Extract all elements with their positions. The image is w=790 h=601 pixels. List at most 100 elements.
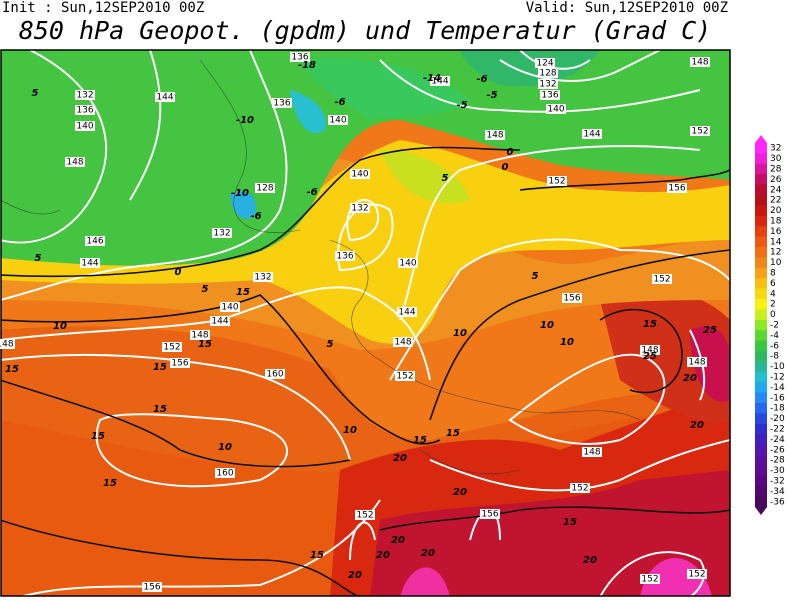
- colorbar-label: 2: [770, 300, 776, 310]
- temperature-label: 10: [560, 337, 574, 348]
- temperature-label: 20: [391, 535, 405, 546]
- geopotential-label: 136: [76, 106, 93, 116]
- temperature-label: 15: [5, 364, 19, 375]
- colorbar-label: -28: [770, 456, 785, 466]
- temperature-label: 25: [643, 351, 657, 362]
- label-box: [538, 68, 558, 78]
- colorbar-swatch: [755, 278, 767, 289]
- geopotential-label: 132: [76, 91, 93, 101]
- label-box: [687, 569, 707, 579]
- geopotential-label: 152: [688, 570, 705, 580]
- temperature-label: 20: [393, 453, 407, 464]
- colorbar-swatch: [755, 299, 767, 310]
- colorbar-label: -30: [770, 466, 785, 476]
- temperature-label: -5: [456, 100, 467, 111]
- temperature-label: 15: [413, 435, 427, 446]
- label-box: [535, 58, 555, 68]
- label-box: [430, 76, 450, 86]
- colorbar-label: -34: [770, 487, 785, 497]
- colorbar-swatch: [755, 371, 767, 383]
- label-box: [640, 345, 660, 355]
- label-box: [690, 126, 710, 136]
- geopotential-label: 148: [66, 158, 83, 168]
- colorbar-bottom: [755, 507, 767, 515]
- colorbar-swatch: [755, 496, 767, 508]
- colorbar-label: -14: [770, 383, 785, 393]
- geopotential-label: 148: [191, 331, 208, 341]
- map-frame: [0, 49, 731, 597]
- colorbar-swatch: [755, 361, 767, 373]
- colorbar-swatch: [755, 413, 767, 425]
- colorbar-swatch: [755, 392, 767, 404]
- colorbar-label: 10: [770, 258, 782, 268]
- label-box: [212, 228, 232, 238]
- colorbar-swatch: [755, 351, 767, 362]
- geopotential-label: 148: [641, 346, 658, 356]
- map-title: 850 hPa Geopot. (gpdm) und Temperatur (G…: [19, 16, 711, 45]
- colorbar-swatch: [755, 486, 767, 497]
- label-box: [393, 337, 413, 347]
- geopotential-label: 144: [156, 93, 173, 103]
- label-box: [652, 274, 672, 284]
- temperature-label: 5: [32, 88, 39, 99]
- label-box: [582, 129, 602, 139]
- colorbar-label: 28: [770, 165, 782, 175]
- temperature-label: -14: [423, 73, 441, 84]
- temperature-label: 5: [202, 284, 209, 295]
- colorbar-label: 16: [770, 227, 782, 237]
- geopotential-label: 140: [76, 122, 93, 132]
- colorbar-swatch: [755, 288, 767, 300]
- colorbar-swatch: [755, 403, 767, 414]
- temperature-label: 25: [703, 325, 717, 336]
- colorbar-label: 24: [770, 185, 782, 195]
- colorbar-swatch: [755, 309, 767, 321]
- colorbar-label: 18: [770, 217, 782, 227]
- colorbar-label: -26: [770, 445, 785, 455]
- valid-time: Valid: Sun,12SEP2010 00Z: [526, 0, 728, 16]
- colorbar-swatch: [755, 195, 767, 206]
- temperature-label: 20: [376, 550, 390, 561]
- geopotential-label: 148: [688, 358, 705, 368]
- colorbar-label: -18: [770, 404, 785, 414]
- temperature-label: 20: [453, 487, 467, 498]
- colorbar-swatch: [755, 247, 767, 258]
- temperature-label: 5: [35, 253, 42, 264]
- colorbar-label: 14: [770, 237, 782, 247]
- colorbar-swatch: [755, 319, 767, 331]
- label-box: [85, 236, 105, 246]
- label-box: [582, 447, 602, 457]
- colorbar-label: 12: [770, 248, 781, 258]
- label-box: [253, 272, 273, 282]
- geopotential-label: 140: [329, 116, 346, 126]
- geopotential-label: 132: [539, 80, 556, 90]
- geopotential-label: 148: [486, 131, 503, 141]
- colorbar-swatch: [755, 330, 767, 341]
- geopotential-label: 160: [216, 469, 233, 479]
- colorbar-label: 22: [770, 196, 781, 206]
- temperature-label: 15: [103, 478, 117, 489]
- geopotential-label: 152: [641, 575, 658, 585]
- temperature-label: 0: [175, 267, 182, 278]
- label-box: [170, 358, 190, 368]
- geopotential-label: 128: [256, 184, 273, 194]
- geopotential-label: 156: [481, 510, 498, 520]
- geopotential-label: 140: [547, 105, 564, 115]
- geopotential-label: 140: [399, 259, 416, 269]
- geopotential-label: 136: [336, 252, 353, 262]
- label-box: [162, 342, 182, 352]
- colorbar-label: -8: [770, 352, 779, 362]
- temperature-label: -10: [236, 115, 254, 126]
- label-box: [272, 98, 292, 108]
- colorbar-label: -2: [770, 321, 779, 331]
- temperature-label: 15: [198, 339, 212, 350]
- geopotential-label: 124: [536, 59, 553, 69]
- geopotential-label: 146: [86, 237, 103, 247]
- map-field: [1, 50, 730, 596]
- label-box: [75, 121, 95, 131]
- label-box: [75, 90, 95, 100]
- colorbar-swatch: [755, 434, 767, 445]
- geopotential-label: 132: [351, 204, 368, 214]
- temperature-label: -6: [250, 211, 261, 222]
- geopotential-label: 136: [273, 99, 290, 109]
